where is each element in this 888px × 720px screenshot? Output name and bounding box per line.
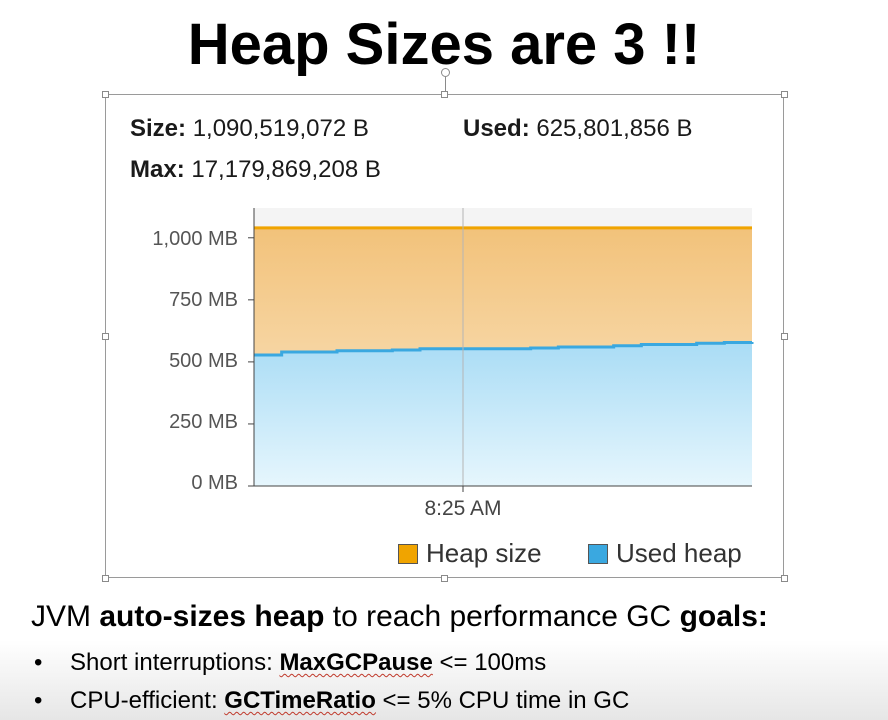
bullet-2-text: CPU-efficient:: [70, 687, 225, 714]
summary-text-2: to reach performance GC: [324, 600, 680, 633]
legend-heap-size-label: Heap size: [426, 538, 542, 568]
y-tick-label-500: 500 MB: [169, 350, 238, 372]
rotate-handle[interactable]: [441, 68, 450, 77]
bullet-1-keyword: MaxGCPause: [279, 649, 433, 676]
y-tick-label-1000: 1,000 MB: [152, 228, 238, 250]
used-label: Used:: [463, 115, 530, 142]
resize-handle-top-right[interactable]: [781, 91, 788, 98]
summary-text-1: JVM: [31, 600, 100, 633]
slide-title: Heap Sizes are 3 !!: [187, 12, 701, 77]
legend-used-heap[interactable]: Used heap: [588, 538, 742, 569]
resize-handle-bottom[interactable]: [441, 575, 448, 582]
bullet-item-2: • CPU-efficient: GCTimeRatio <= 5% CPU ti…: [34, 687, 629, 715]
resize-handle-top-left[interactable]: [102, 91, 109, 98]
heap-max-stat: Max: 17,179,869,208 B: [130, 156, 381, 184]
resize-handle-right[interactable]: [781, 333, 788, 340]
rotate-handle-stem: [445, 77, 446, 94]
legend-heap-size[interactable]: Heap size: [398, 538, 542, 569]
max-value: 17,179,869,208 B: [191, 156, 381, 183]
bullet-dot-2: •: [34, 687, 43, 714]
heap-size-swatch: [398, 543, 418, 564]
bullet-2-keyword: GCTimeRatio: [224, 687, 376, 714]
used-heap-swatch: [588, 543, 608, 564]
summary-line: JVM auto-sizes heap to reach performance…: [31, 600, 768, 634]
resize-handle-bottom-right[interactable]: [781, 575, 788, 582]
used-value: 625,801,856 B: [536, 115, 693, 142]
bullet-item-1: • Short interruptions: MaxGCPause <= 100m…: [34, 649, 546, 677]
max-label: Max:: [130, 156, 185, 183]
y-tick-label-750: 750 MB: [169, 289, 238, 311]
resize-handle-left[interactable]: [102, 333, 109, 340]
heap-size-stat: Size: 1,090,519,072 B: [130, 115, 369, 143]
bullet-1-text: Short interruptions:: [70, 649, 280, 676]
legend-used-heap-label: Used heap: [616, 538, 742, 568]
x-tick-label: 8:25 AM: [424, 497, 502, 520]
summary-bold-2: goals:: [679, 600, 768, 633]
y-tick-label-0: 0 MB: [191, 472, 238, 494]
heap-used-stat: Used: 625,801,856 B: [463, 115, 693, 143]
bullet-2-suffix: <= 5% CPU time in GC: [375, 687, 630, 714]
y-tick-label-250: 250 MB: [169, 411, 238, 433]
bullet-dot-1: •: [34, 649, 43, 676]
resize-handle-top[interactable]: [441, 91, 448, 98]
size-value: 1,090,519,072 B: [192, 115, 369, 142]
bullet-1-suffix: <= 100ms: [432, 649, 547, 676]
summary-bold-1: auto-sizes heap: [99, 600, 325, 633]
size-label: Size:: [130, 115, 187, 142]
resize-handle-bottom-left[interactable]: [102, 575, 109, 582]
bottom-gradient: [0, 600, 888, 720]
